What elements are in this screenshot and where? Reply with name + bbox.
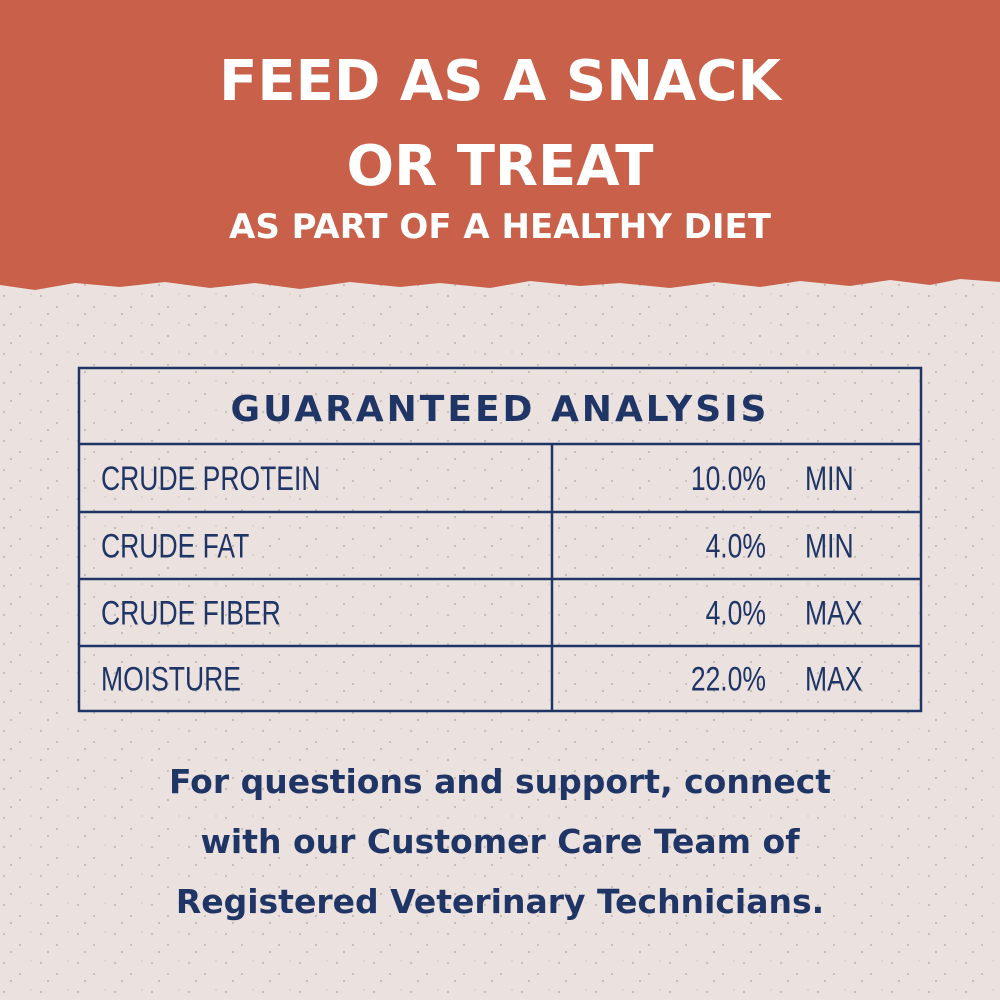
- nutrient-value: 4.0%: [706, 527, 766, 565]
- nutrient-name: CRUDE PROTEIN: [101, 460, 321, 498]
- header-title: FEED AS A SNACK: [219, 49, 783, 114]
- nutrient-name: CRUDE FIBER: [101, 594, 281, 632]
- footer-line: with our Customer Care Team of: [200, 822, 800, 861]
- nutrient-value: 22.0%: [691, 660, 766, 698]
- nutrient-qualifier: MIN: [805, 527, 854, 565]
- header-band: [0, 0, 1000, 290]
- footer-line: For questions and support, connect: [169, 762, 831, 801]
- footer-line: Registered Veterinary Technicians.: [176, 882, 824, 921]
- analysis-table: [77, 366, 923, 713]
- nutrient-name: CRUDE FAT: [101, 527, 249, 565]
- nutrient-value: 4.0%: [706, 594, 766, 632]
- nutrient-qualifier: MIN: [805, 460, 854, 498]
- table-rows: CRUDE PROTEIN 10.0% MIN CRUDE FAT 4.0% MIN CRU…: [101, 460, 862, 698]
- table-title: GUARANTEED ANALYSIS: [231, 389, 770, 430]
- nutrient-name: MOISTURE: [101, 660, 241, 698]
- header-title: OR TREAT: [347, 134, 654, 199]
- nutrient-qualifier: MAX: [805, 594, 862, 632]
- header-subtitle: AS PART OF A HEALTHY DIET: [229, 207, 772, 247]
- table-border: [77, 366, 923, 713]
- nutrient-value: 10.0%: [691, 460, 766, 498]
- nutrient-qualifier: MAX: [805, 660, 862, 698]
